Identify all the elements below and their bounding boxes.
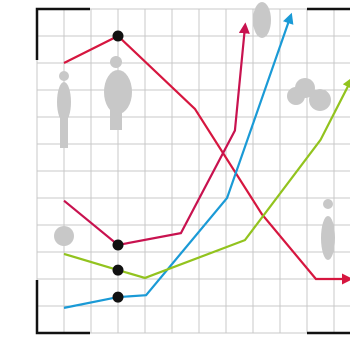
series-line bbox=[63, 22, 250, 247]
point bbox=[112, 291, 124, 303]
lines bbox=[63, 12, 350, 309]
series-line bbox=[63, 12, 294, 309]
series-line bbox=[63, 77, 350, 280]
figure bbox=[54, 226, 74, 246]
figure bbox=[323, 199, 333, 209]
corner-brackets bbox=[35, 7, 350, 335]
figure bbox=[104, 70, 132, 114]
figure bbox=[287, 87, 305, 105]
figure bbox=[57, 82, 71, 122]
figure bbox=[59, 71, 69, 81]
figure bbox=[321, 216, 335, 260]
point bbox=[112, 239, 124, 251]
figure bbox=[110, 108, 122, 130]
figure bbox=[60, 118, 68, 148]
silhouettes bbox=[54, 2, 335, 260]
series-line bbox=[63, 34, 350, 285]
bracket bbox=[35, 280, 90, 335]
point bbox=[112, 264, 124, 276]
grid bbox=[36, 8, 350, 334]
figure bbox=[309, 89, 331, 111]
bracket bbox=[35, 7, 90, 60]
figure bbox=[110, 56, 122, 68]
point bbox=[112, 30, 124, 42]
figure bbox=[253, 2, 271, 38]
